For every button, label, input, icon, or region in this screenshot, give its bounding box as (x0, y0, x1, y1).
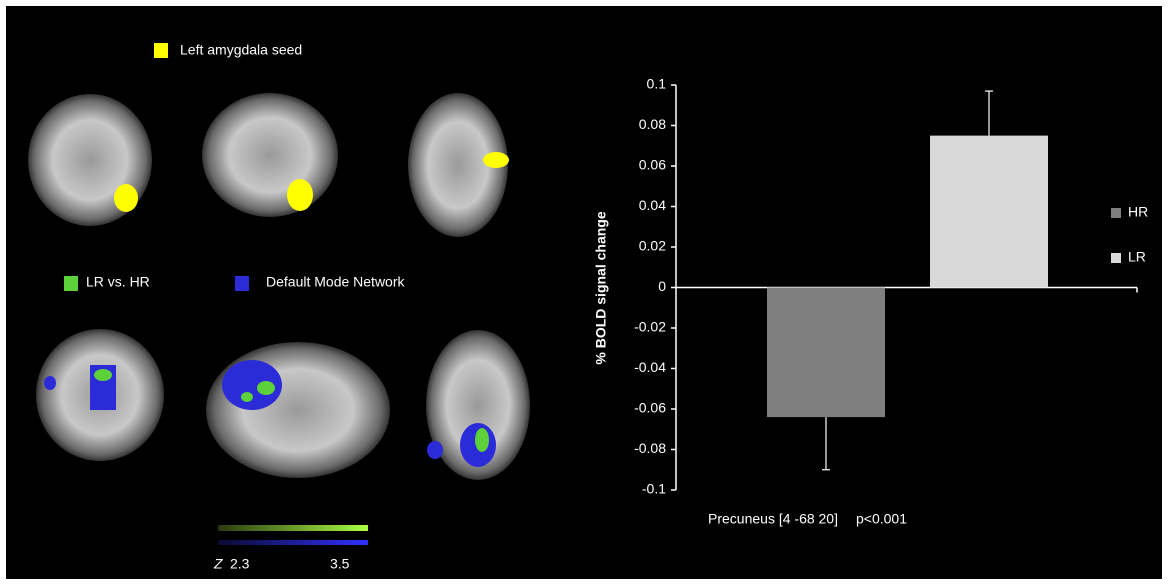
y-tick-label: 0.08 (639, 116, 666, 132)
contrast-label: LR vs. HR (86, 274, 150, 290)
y-tick-label: -0.1 (642, 481, 666, 497)
y-tick-label: 0.06 (639, 157, 666, 173)
x-category-label: Precuneus [4 -68 20] (708, 511, 838, 527)
y-tick-label: -0.08 (634, 440, 666, 456)
y-tick-label: 0 (658, 278, 666, 294)
colorbar-max: 3.5 (330, 556, 350, 572)
bar (930, 135, 1048, 288)
network-label: Default Mode Network (266, 274, 406, 290)
brain-slices (28, 93, 530, 480)
y-tick-label: -0.04 (634, 359, 666, 375)
legend-swatch (1111, 253, 1121, 263)
colorbar-green (218, 525, 368, 531)
colorbar-label: Z (213, 556, 223, 572)
legend-swatch (1111, 208, 1121, 218)
y-tick-label: 0.04 (639, 197, 666, 213)
background (6, 6, 1162, 579)
colorbar-blue (218, 540, 368, 545)
y-axis-label: % BOLD signal change (593, 211, 609, 364)
seed-swatch (154, 43, 168, 58)
legend-label: LR (1128, 249, 1146, 265)
contrast-swatch (64, 276, 78, 291)
y-tick-label: -0.06 (634, 400, 666, 416)
legend-label: HR (1128, 204, 1148, 220)
annotation: p<0.001 (856, 511, 907, 527)
seed-label: Left amygdala seed (180, 42, 302, 58)
y-tick-label: 0.02 (639, 238, 666, 254)
y-tick-label: 0.1 (647, 76, 667, 92)
colorbar-min: 2.3 (230, 556, 250, 572)
network-swatch (235, 276, 249, 291)
bar (767, 287, 885, 418)
y-tick-label: -0.02 (634, 319, 666, 335)
